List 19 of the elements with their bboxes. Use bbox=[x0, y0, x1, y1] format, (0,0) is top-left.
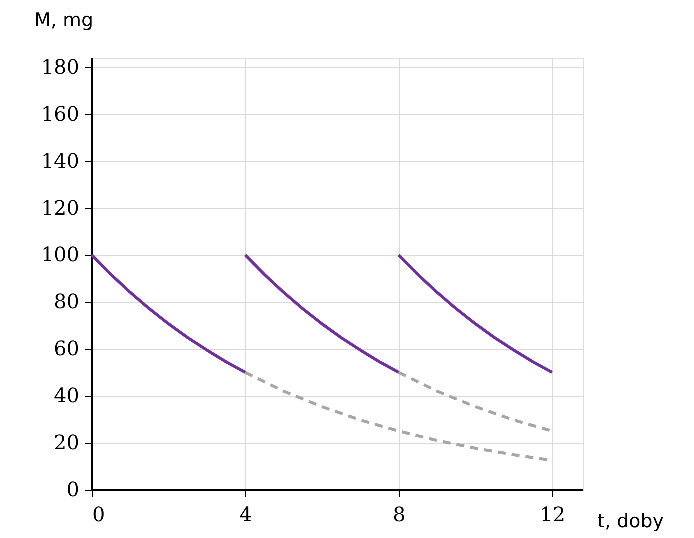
y-tick-label: 20 bbox=[54, 430, 80, 455]
y-tick-label: 120 bbox=[41, 196, 80, 220]
x-tick-label: 4 bbox=[240, 502, 252, 526]
y-tick-label: 180 bbox=[41, 54, 80, 79]
y-tick-label: 160 bbox=[41, 102, 80, 126]
y-tick-label: 100 bbox=[41, 242, 80, 267]
x-tick-label: 0 bbox=[92, 502, 106, 526]
x-tick-label: 8 bbox=[393, 502, 406, 526]
line-series bbox=[397, 254, 554, 374]
y-tick-label: 0 bbox=[66, 478, 80, 502]
y-tick-label: 60 bbox=[54, 336, 80, 361]
x-axis-title: t, doby bbox=[598, 510, 664, 532]
y-tick-label: 140 bbox=[41, 148, 80, 173]
x-tick-label: 12 bbox=[540, 502, 566, 526]
y-axis-title: M, mg bbox=[34, 10, 94, 32]
y-tick-label: 80 bbox=[54, 290, 80, 314]
y-tick-label: 40 bbox=[54, 384, 80, 408]
line-series bbox=[244, 254, 400, 374]
line-series bbox=[90, 254, 247, 374]
